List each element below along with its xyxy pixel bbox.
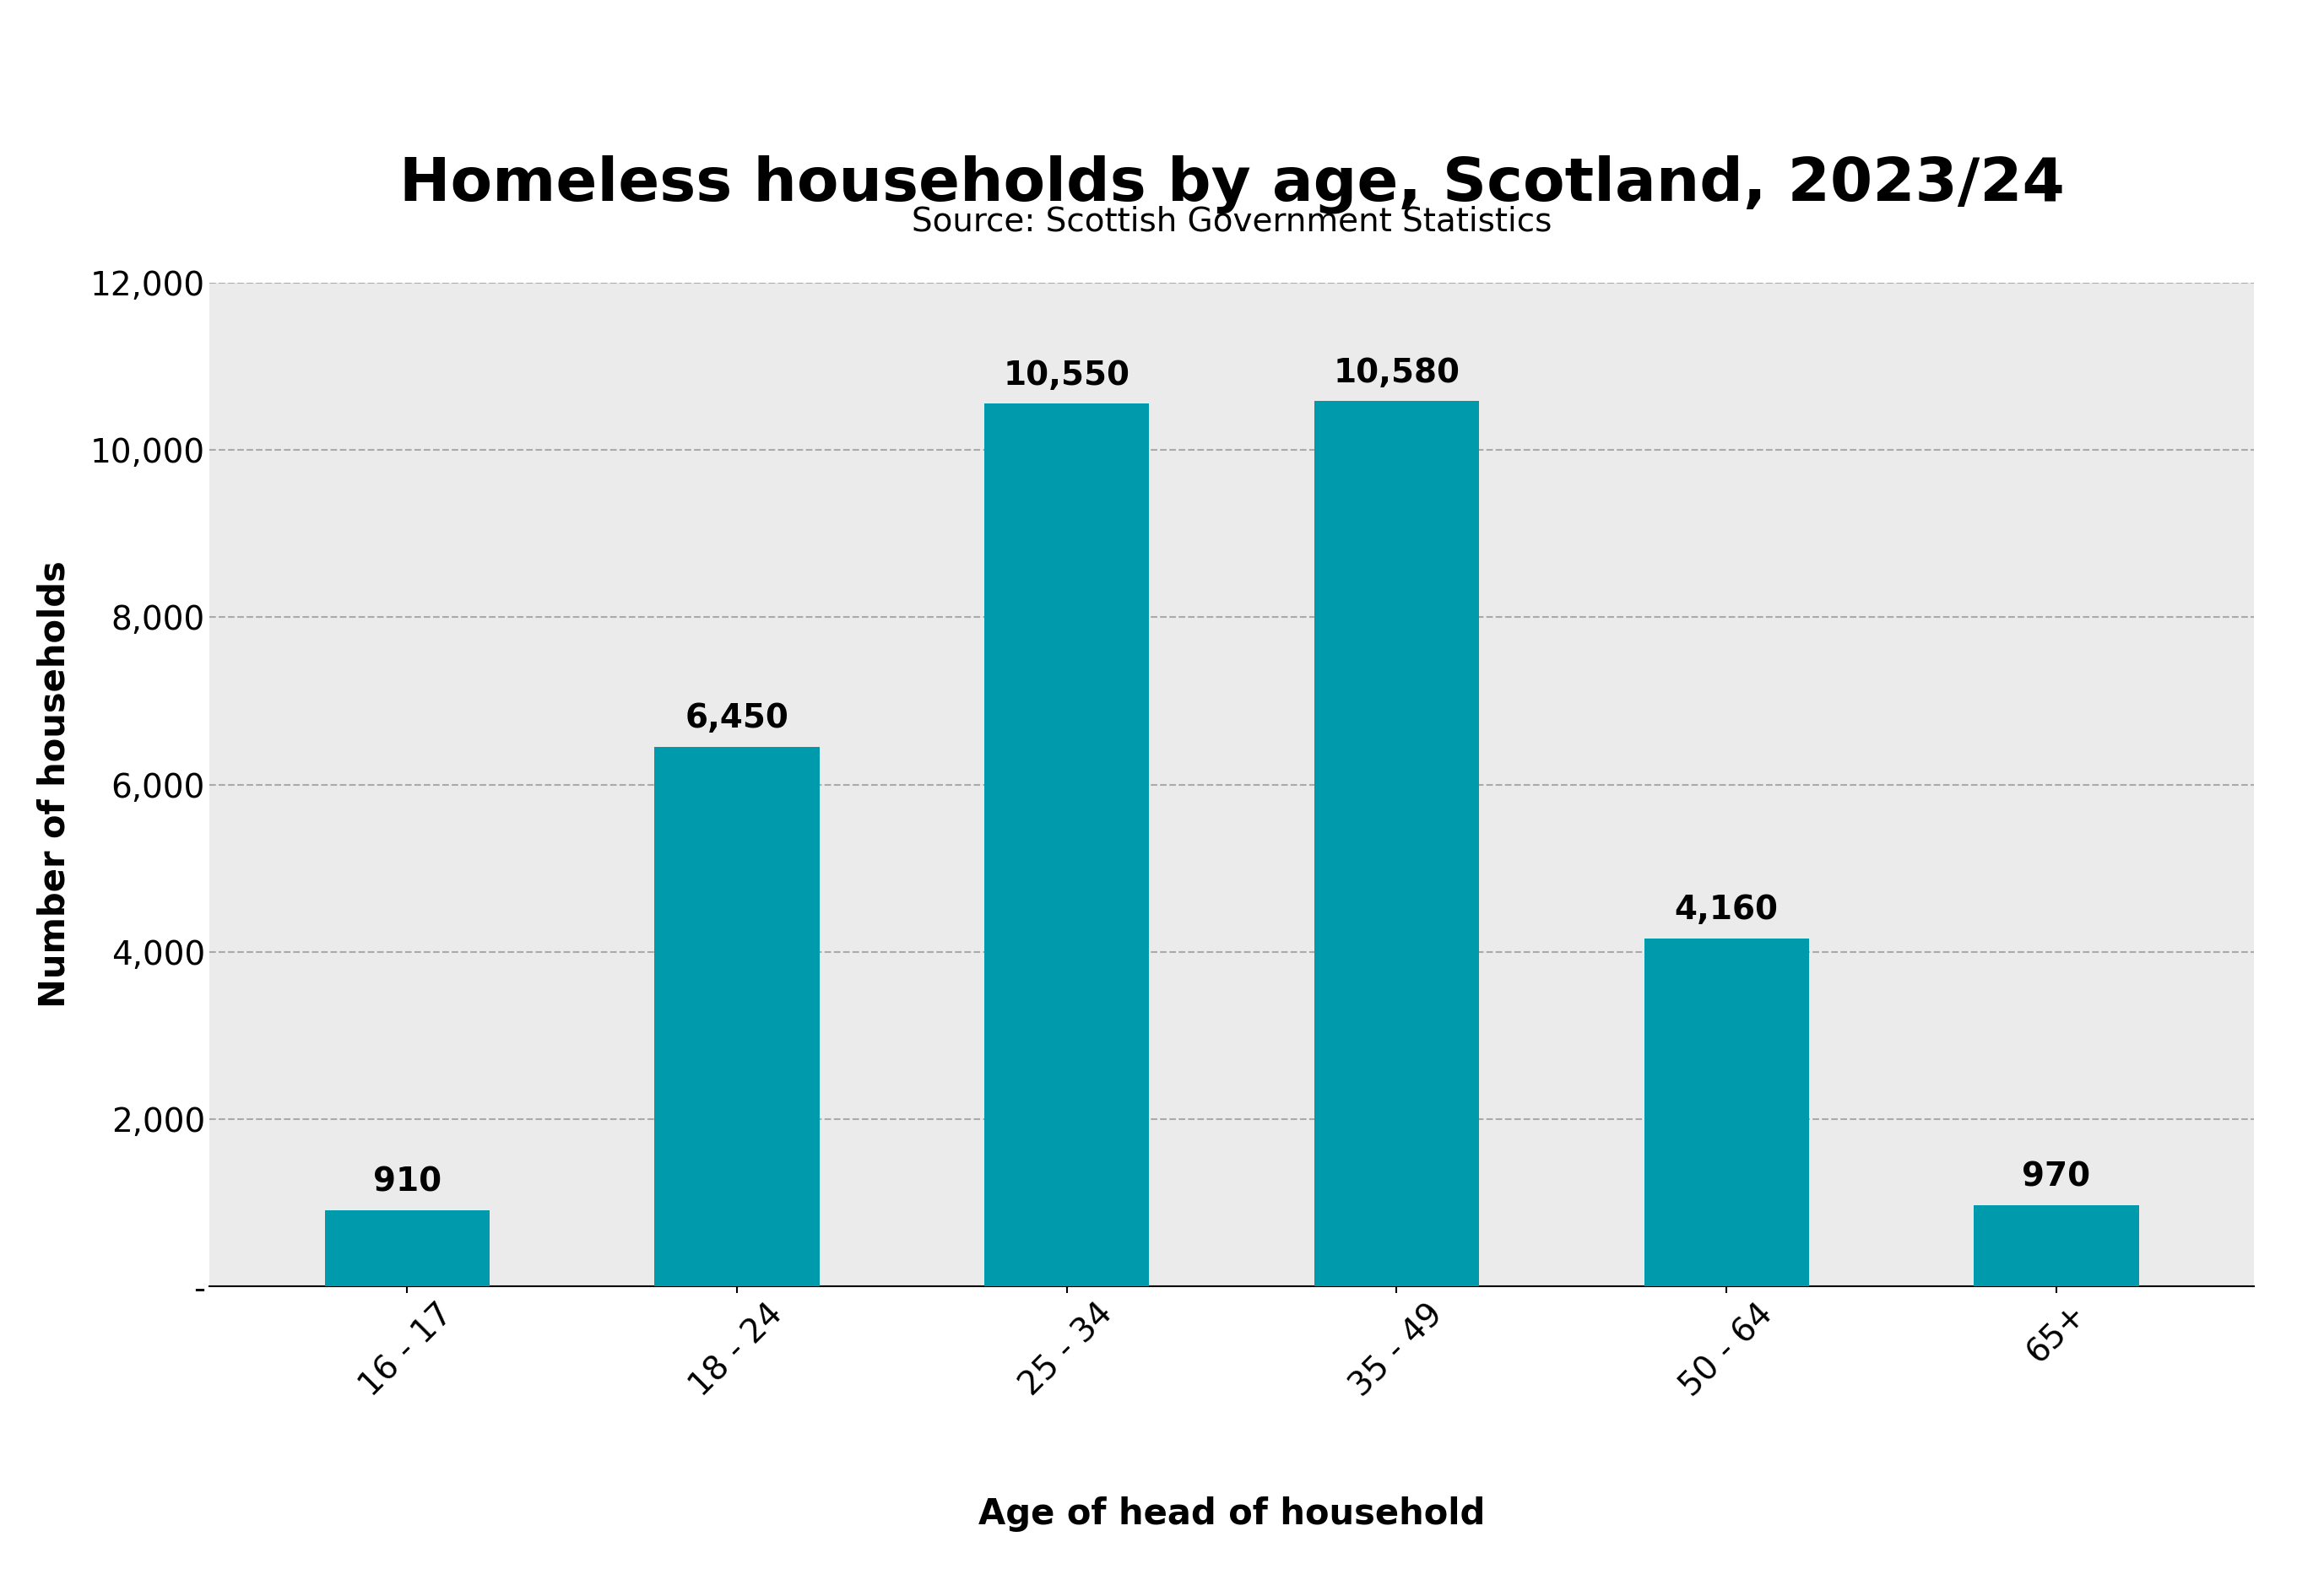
Y-axis label: Number of households: Number of households xyxy=(37,560,72,1009)
Bar xyxy=(985,403,1150,1287)
Bar xyxy=(1643,938,1808,1287)
Text: 6,450: 6,450 xyxy=(686,703,788,734)
Bar xyxy=(1973,1205,2138,1287)
Text: 10,580: 10,580 xyxy=(1334,356,1459,389)
Text: 10,550: 10,550 xyxy=(1004,359,1129,391)
Text: 970: 970 xyxy=(2022,1161,2092,1192)
Text: 4,160: 4,160 xyxy=(1676,894,1778,926)
Text: Source: Scottish Government Statistics: Source: Scottish Government Statistics xyxy=(911,206,1552,238)
Title: Homeless households by age, Scotland, 2023/24: Homeless households by age, Scotland, 20… xyxy=(400,155,2064,213)
Text: 910: 910 xyxy=(372,1166,442,1197)
Bar xyxy=(655,747,820,1287)
Bar xyxy=(1313,402,1478,1287)
X-axis label: Age of head of household: Age of head of household xyxy=(978,1497,1485,1531)
Bar xyxy=(325,1210,490,1287)
